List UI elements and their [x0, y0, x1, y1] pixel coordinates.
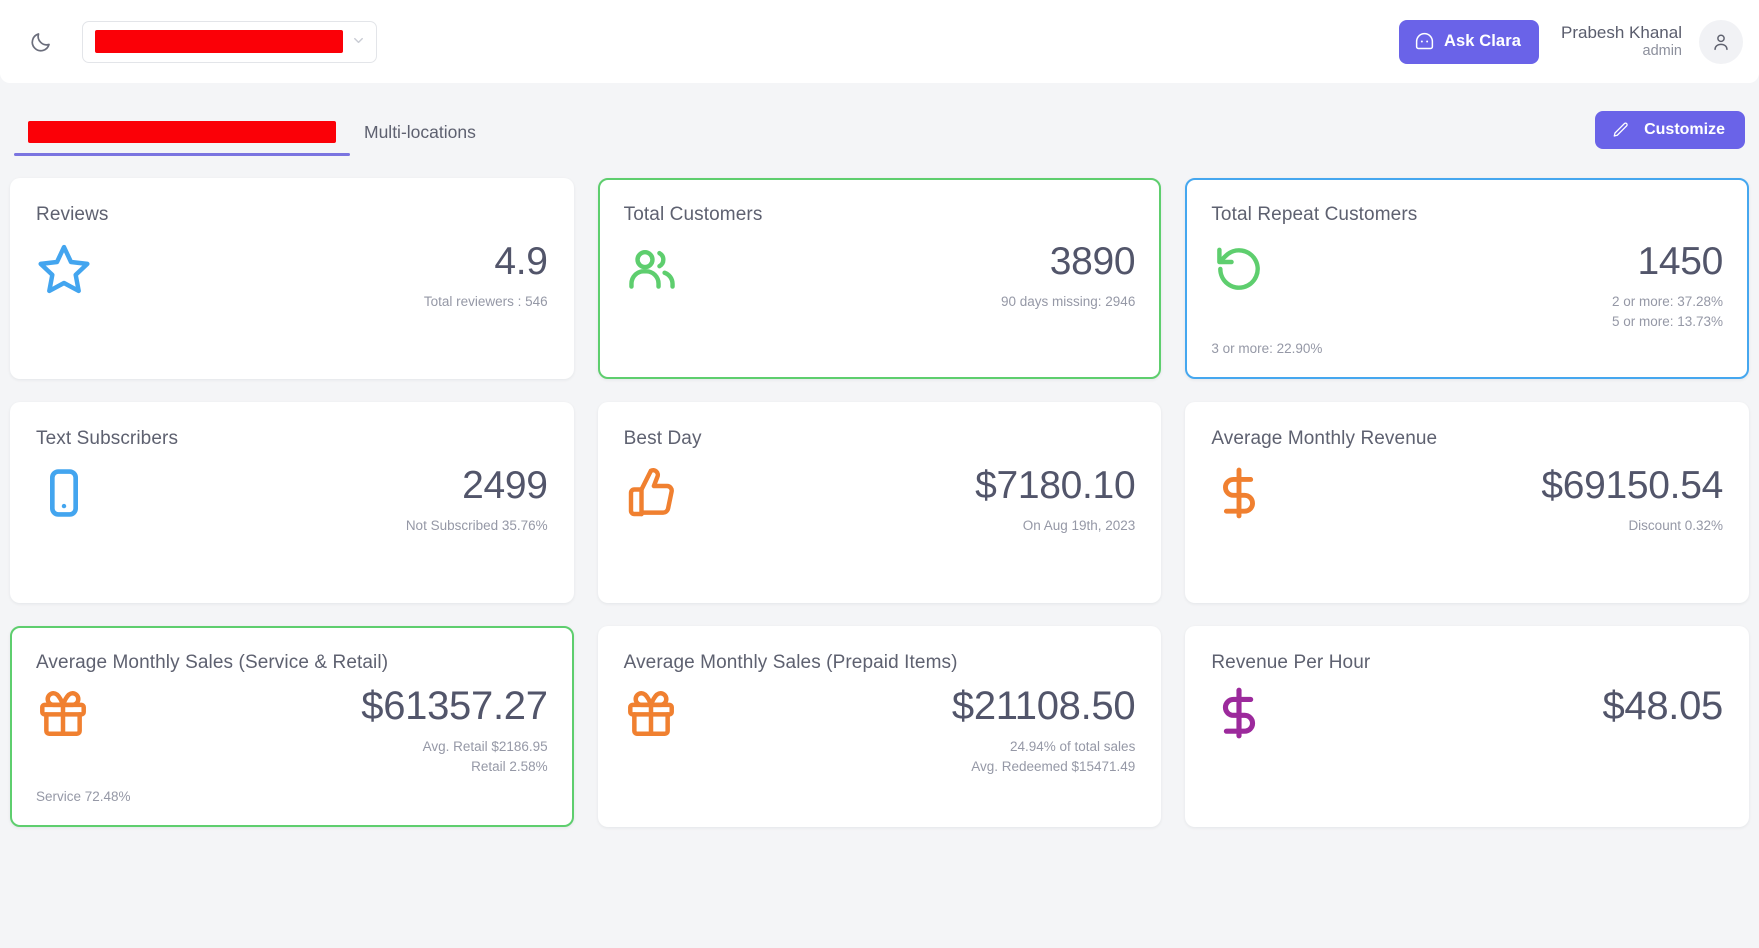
card-value-group: 1450 2 or more: 37.28% 5 or more: 13.73% [1612, 240, 1723, 332]
card-value: $69150.54 [1541, 464, 1723, 507]
card-subtext: On Aug 19th, 2023 [1022, 517, 1136, 533]
card-value-group: $7180.10 On Aug 19th, 2023 [975, 464, 1136, 535]
card-subtext: Total reviewers : 546 [423, 293, 548, 309]
card-title: Total Repeat Customers [1211, 204, 1418, 225]
card-foot-note: Service 72.48% [36, 789, 131, 805]
card-title: Average Monthly Sales (Prepaid Items) [623, 652, 958, 673]
card-value: $7180.10 [975, 464, 1136, 507]
card-value: 2499 [462, 464, 548, 507]
card-value-group: 2499 Not Subscribed 35.76% [406, 464, 548, 535]
refresh-counterclockwise-icon [1211, 240, 1269, 298]
gift-icon [624, 684, 682, 742]
card-subtext-1: 24.94% of total sales [1009, 738, 1136, 754]
dollar-sign-icon [1211, 464, 1269, 522]
card-title: Reviews [36, 204, 109, 225]
card-body: 3890 90 days missing: 2946 [624, 240, 1136, 361]
card-value: $61357.27 [361, 684, 548, 728]
card-title: Text Subscribers [36, 428, 179, 449]
card-value: 4.9 [494, 240, 548, 283]
card-subtext-1: 2 or more: 37.28% [1611, 293, 1723, 309]
ask-clara-label: Ask Clara [1443, 32, 1522, 50]
tab-primary-location-label [28, 121, 336, 143]
card-value: 1450 [1637, 240, 1723, 283]
ask-clara-button[interactable]: Ask Clara [1398, 19, 1540, 64]
card-body: $61357.27 Avg. Retail $2186.95 Retail 2.… [36, 684, 548, 809]
user-avatar-icon [1710, 31, 1732, 53]
gift-icon [36, 684, 94, 742]
card-body: $69150.54 Discount 0.32% [1211, 464, 1723, 585]
moon-icon[interactable] [24, 25, 58, 59]
card-revenue-per-hour[interactable]: Revenue Per Hour $48.05 [1185, 626, 1749, 827]
card-average-monthly-sales-prepaid[interactable]: Average Monthly Sales (Prepaid Items) $2… [597, 626, 1162, 827]
card-value-group: $21108.50 24.94% of total sales Avg. Red… [951, 684, 1136, 777]
card-value-group: $61357.27 Avg. Retail $2186.95 Retail 2.… [361, 684, 548, 777]
thumbs-up-icon [624, 464, 682, 522]
location-select[interactable] [82, 20, 377, 63]
card-body: 2499 Not Subscribed 35.76% [36, 464, 548, 585]
location-select-value [95, 30, 343, 53]
mobile-phone-icon [36, 464, 94, 522]
dollar-sign-icon [1211, 684, 1269, 742]
card-title: Total Customers [623, 204, 763, 225]
card-total-repeat-customers[interactable]: Total Repeat Customers 1450 2 or more: 3… [1185, 178, 1749, 379]
card-title: Revenue Per Hour [1211, 652, 1371, 673]
card-average-monthly-sales-service-retail[interactable]: Average Monthly Sales (Service & Retail)… [10, 626, 574, 827]
tab-primary-location[interactable] [14, 116, 350, 156]
card-value: 3890 [1049, 240, 1136, 283]
tab-multi-locations[interactable]: Multi-locations [350, 116, 490, 156]
card-body: 1450 2 or more: 37.28% 5 or more: 13.73% [1211, 240, 1723, 361]
clara-assistant-icon [1414, 31, 1435, 52]
card-foot-note: 3 or more: 22.90% [1211, 341, 1323, 357]
card-reviews[interactable]: Reviews 4.9 Total reviewers : 546 [10, 178, 574, 379]
tab-multi-locations-label: Multi-locations [364, 122, 476, 142]
card-value-group: 4.9 Total reviewers : 546 [424, 240, 548, 311]
card-best-day[interactable]: Best Day $7180.10 On Aug 19th, 2023 [597, 402, 1162, 603]
card-subtext: Not Subscribed 35.76% [405, 517, 548, 533]
card-text-subscribers[interactable]: Text Subscribers 2499 Not Subscribed 35.… [10, 402, 574, 603]
card-subtext: Discount 0.32% [1628, 517, 1723, 533]
card-body: $7180.10 On Aug 19th, 2023 [624, 464, 1136, 585]
card-subtext-2: Retail 2.58% [471, 759, 548, 775]
card-value: $21108.50 [951, 684, 1136, 728]
card-average-monthly-revenue[interactable]: Average Monthly Revenue $69150.54 Discou… [1185, 402, 1749, 603]
chevron-down-icon [351, 33, 366, 51]
user-name: Prabesh Khanal [1561, 22, 1682, 42]
card-subtext-2: 5 or more: 13.73% [1611, 314, 1723, 330]
card-body: 4.9 Total reviewers : 546 [36, 240, 548, 361]
star-icon [36, 240, 94, 298]
user-info: Prabesh Khanal admin [1561, 23, 1682, 60]
card-subtext: 90 days missing: 2946 [1001, 293, 1136, 309]
top-bar: Ask Clara Prabesh Khanal admin [0, 0, 1759, 83]
user-role: admin [1642, 42, 1683, 59]
card-value-group: 3890 90 days missing: 2946 [1001, 240, 1136, 311]
card-subtext-1: Avg. Retail $2186.95 [422, 738, 548, 754]
tab-bar: Multi-locations Customize [0, 94, 1759, 156]
card-subtext-2: Avg. Redeemed $15471.49 [971, 759, 1136, 775]
customize-label: Customize [1644, 121, 1725, 138]
dashboard-tabs: Multi-locations [14, 116, 490, 156]
card-title: Best Day [623, 428, 702, 449]
customize-button[interactable]: Customize [1595, 111, 1745, 149]
card-body: $48.05 [1211, 684, 1723, 809]
pencil-icon [1612, 121, 1630, 139]
card-title: Average Monthly Sales (Service & Retail) [36, 652, 389, 673]
users-icon [624, 240, 682, 298]
card-total-customers[interactable]: Total Customers 3890 90 days missing: 29… [597, 178, 1162, 379]
kpi-card-grid: Reviews 4.9 Total reviewers : 546 Total … [0, 156, 1759, 827]
avatar[interactable] [1699, 19, 1743, 64]
card-value: $48.05 [1602, 684, 1723, 728]
card-title: Average Monthly Revenue [1211, 428, 1438, 449]
card-body: $21108.50 24.94% of total sales Avg. Red… [624, 684, 1136, 809]
card-value-group: $69150.54 Discount 0.32% [1541, 464, 1723, 535]
topbar-right-group: Ask Clara Prabesh Khanal admin [1398, 19, 1743, 64]
card-value-group: $48.05 [1602, 684, 1723, 728]
